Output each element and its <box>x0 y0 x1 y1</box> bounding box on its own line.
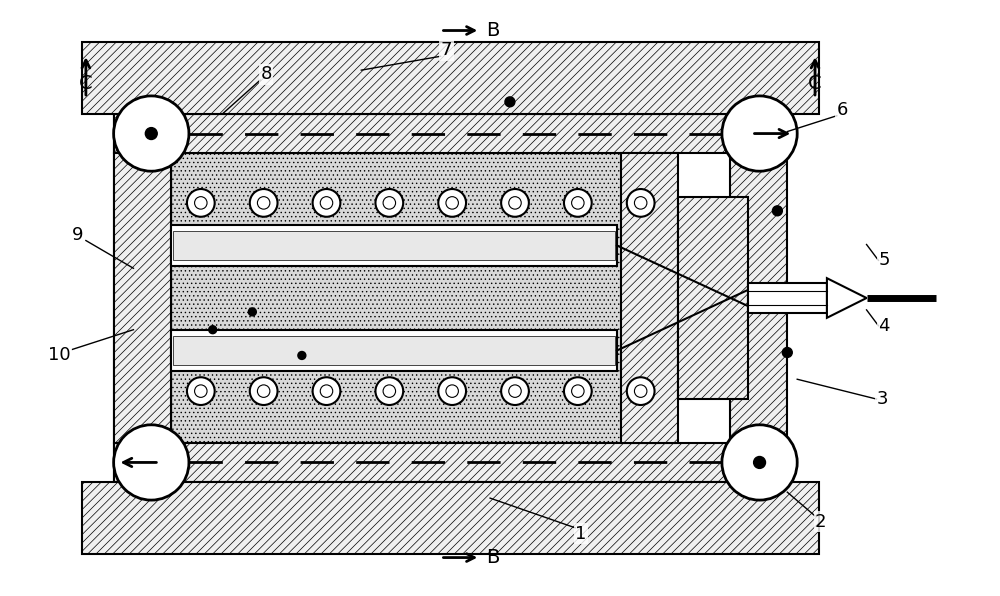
Circle shape <box>248 308 256 316</box>
Circle shape <box>438 377 466 405</box>
Polygon shape <box>827 278 867 318</box>
Text: 7: 7 <box>441 41 452 60</box>
Text: 6: 6 <box>837 101 848 119</box>
Circle shape <box>298 352 306 359</box>
Bar <box>171 225 617 266</box>
Circle shape <box>145 128 157 139</box>
Text: B: B <box>486 548 500 567</box>
Circle shape <box>772 206 782 216</box>
Circle shape <box>195 385 207 398</box>
Bar <box>621 153 678 443</box>
Bar <box>82 482 819 554</box>
Circle shape <box>634 385 647 398</box>
Circle shape <box>722 96 797 171</box>
Circle shape <box>187 377 215 405</box>
Circle shape <box>501 377 529 405</box>
Circle shape <box>722 425 797 500</box>
Circle shape <box>257 385 270 398</box>
Circle shape <box>383 197 396 209</box>
Circle shape <box>509 385 521 398</box>
Text: 1: 1 <box>575 525 587 543</box>
Circle shape <box>754 457 766 468</box>
Circle shape <box>627 189 655 217</box>
Circle shape <box>501 189 529 217</box>
Bar <box>114 153 171 443</box>
Circle shape <box>782 347 792 358</box>
Circle shape <box>509 197 521 209</box>
Bar <box>171 153 670 443</box>
Circle shape <box>114 96 189 171</box>
Text: 5: 5 <box>878 252 890 269</box>
Text: B: B <box>486 21 500 40</box>
Circle shape <box>209 326 217 334</box>
Bar <box>748 283 827 313</box>
Circle shape <box>383 385 396 398</box>
Circle shape <box>250 189 278 217</box>
Text: C: C <box>808 74 822 93</box>
Circle shape <box>505 97 515 107</box>
Circle shape <box>320 197 333 209</box>
Circle shape <box>627 377 655 405</box>
Bar <box>82 42 819 114</box>
Circle shape <box>313 377 340 405</box>
Text: 10: 10 <box>48 346 71 365</box>
Text: 9: 9 <box>72 226 84 244</box>
Bar <box>114 114 787 153</box>
Circle shape <box>320 385 333 398</box>
Circle shape <box>572 197 584 209</box>
Bar <box>171 330 617 371</box>
Circle shape <box>446 385 458 398</box>
Circle shape <box>114 425 189 500</box>
Text: 8: 8 <box>260 65 272 83</box>
Bar <box>173 231 615 260</box>
Circle shape <box>250 377 278 405</box>
Circle shape <box>375 377 403 405</box>
Circle shape <box>313 189 340 217</box>
Circle shape <box>564 189 592 217</box>
Bar <box>730 62 787 534</box>
Circle shape <box>572 385 584 398</box>
Circle shape <box>257 197 270 209</box>
Bar <box>114 443 787 482</box>
Circle shape <box>438 189 466 217</box>
Circle shape <box>375 189 403 217</box>
Text: 3: 3 <box>876 390 888 408</box>
Circle shape <box>187 189 215 217</box>
Bar <box>173 336 615 365</box>
Text: 4: 4 <box>878 316 890 335</box>
Bar <box>678 197 748 399</box>
Circle shape <box>446 197 458 209</box>
Bar <box>114 62 171 534</box>
Circle shape <box>195 197 207 209</box>
Text: C: C <box>79 74 93 93</box>
Circle shape <box>564 377 592 405</box>
Circle shape <box>634 197 647 209</box>
Text: 2: 2 <box>815 513 827 531</box>
